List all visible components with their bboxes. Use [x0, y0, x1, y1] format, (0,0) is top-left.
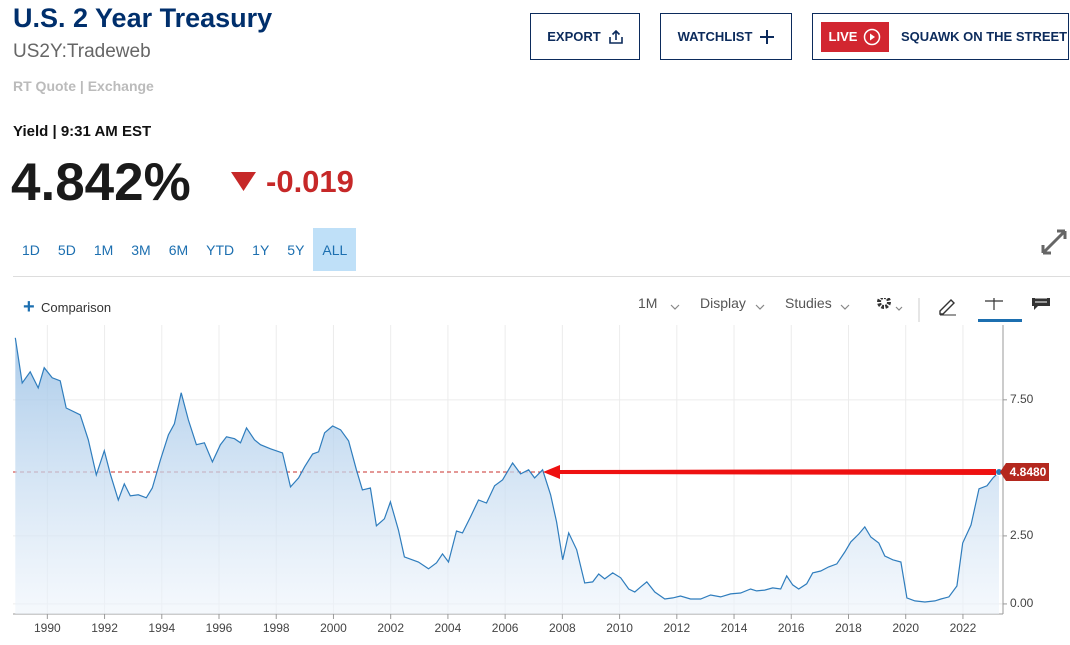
plus-icon	[760, 29, 775, 44]
annotation-arrow	[543, 465, 996, 480]
x-tick-label: 2008	[549, 621, 576, 635]
live-badge-text: LIVE	[828, 29, 858, 44]
range-tab[interactable]: ALL	[313, 228, 357, 271]
x-tick-label: 1998	[263, 621, 290, 635]
x-tick-label: 2006	[492, 621, 519, 635]
arrow-shaft	[556, 469, 996, 476]
x-tick-label: 2020	[892, 621, 919, 635]
chart: 1990 1992 1994 1996 1998 2000 2002 2004 2006 2008…	[13, 325, 1049, 635]
export-icon	[608, 29, 623, 44]
range-tab[interactable]: 1Y	[252, 241, 270, 258]
live-button[interactable]: LIVE SQUAWK ON THE STREET	[812, 13, 1069, 60]
play-icon	[864, 28, 881, 45]
y-tick-label: 7.50	[1010, 392, 1034, 406]
range-tabs: 1D 5D 1M 3M 6M YTD 1Y 5Y ALL	[13, 228, 357, 271]
price-tag	[1000, 463, 1049, 482]
range-tab[interactable]: 5Y	[287, 241, 305, 258]
comparison[interactable]: Comparison	[41, 300, 112, 315]
x-tick-label: 1990	[34, 621, 61, 635]
price-tag-label: 4.8480	[1010, 465, 1047, 479]
x-tick-label: 1994	[148, 621, 175, 635]
x-tick-label: 2012	[663, 621, 690, 635]
x-tick-label: 2022	[950, 621, 977, 635]
x-tick-label: 2010	[606, 621, 633, 635]
change: -0.019	[266, 164, 354, 199]
x-tick-label: 2004	[435, 621, 462, 635]
live-badge: LIVE	[821, 21, 889, 52]
divider	[13, 276, 1070, 277]
x-tick-label: 1992	[91, 621, 118, 635]
range-tab[interactable]: 5D	[57, 241, 76, 258]
x-tick-label: 2016	[778, 621, 805, 635]
title: U.S. 2 Year Treasury	[13, 3, 273, 33]
toolbar-icons	[670, 298, 1050, 322]
watchlist-label: WATCHLIST	[677, 29, 753, 44]
range-tab[interactable]: 6M	[168, 241, 189, 258]
live-label: SQUAWK ON THE STREET	[901, 29, 1068, 44]
x-tick-label: 2014	[721, 621, 748, 635]
display[interactable]: Display	[700, 295, 746, 311]
line	[14, 337, 1000, 603]
range-tab[interactable]: 1D	[22, 241, 40, 258]
y-tick-label: 0.00	[1010, 596, 1034, 610]
range-tab[interactable]: 1M	[93, 241, 114, 258]
symbol: US2Y:Tradeweb	[13, 41, 151, 62]
export-button[interactable]: EXPORT	[530, 13, 640, 60]
x-tick-label: 2002	[377, 621, 404, 635]
price: 4.842%	[11, 153, 191, 212]
x-tick-label: 2018	[835, 621, 862, 635]
export-label: EXPORT	[547, 29, 601, 44]
interval[interactable]: 1M	[638, 295, 658, 311]
down-arrow	[231, 172, 256, 191]
x-tick-label: 2000	[320, 621, 347, 635]
area-fill	[15, 337, 1000, 614]
comparison-plus[interactable]: +	[23, 296, 35, 318]
studies[interactable]: Studies	[785, 295, 832, 311]
expand-icon[interactable]	[1040, 228, 1070, 256]
range-tab[interactable]: YTD	[206, 241, 235, 258]
arrow-head	[543, 465, 560, 480]
yield-label: Yield | 9:31 AM EST	[13, 123, 152, 140]
y-tick-label: 2.50	[1010, 528, 1034, 542]
range-tab[interactable]: 3M	[131, 241, 151, 258]
source: RT Quote | Exchange	[13, 78, 154, 94]
watchlist-button[interactable]: WATCHLIST	[660, 13, 792, 60]
x-tick-label: 1996	[206, 621, 233, 635]
